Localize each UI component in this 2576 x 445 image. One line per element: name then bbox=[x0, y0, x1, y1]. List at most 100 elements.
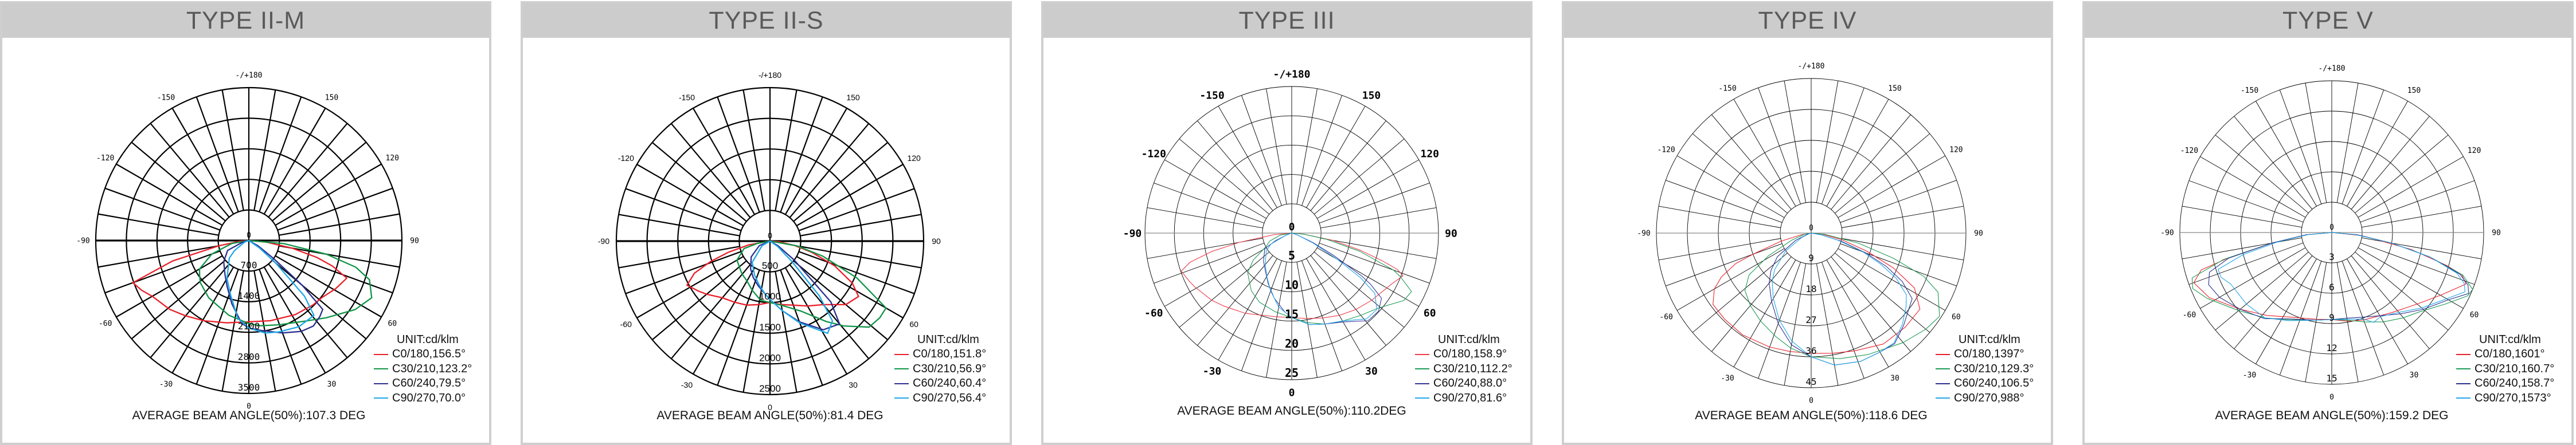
grid-spoke bbox=[1310, 255, 1386, 346]
ring-label: 15 bbox=[2326, 373, 2337, 384]
grid-spoke bbox=[1733, 99, 1796, 207]
grid-spoke bbox=[1314, 139, 1405, 215]
legend-item: C30/210,129.3° bbox=[1936, 362, 2034, 377]
legend-swatch bbox=[894, 397, 909, 399]
grid-spoke bbox=[1154, 183, 1265, 223]
grid-spoke bbox=[1826, 259, 1889, 368]
angle-label: 120 bbox=[386, 154, 399, 163]
legend-label: C0/180,151.8° bbox=[913, 348, 987, 360]
chart-title: TYPE III bbox=[1238, 7, 1335, 34]
grid-spoke bbox=[742, 89, 765, 211]
intensity-curve-2 bbox=[223, 239, 324, 334]
grid-spoke bbox=[2234, 255, 2313, 349]
legend-swatch bbox=[1936, 383, 1950, 384]
unit-label: UNIT:cd/klm bbox=[2479, 333, 2541, 346]
legend-label: C90/270,1573° bbox=[2475, 391, 2551, 404]
grid-spoke bbox=[2182, 237, 2302, 259]
grid-spoke bbox=[784, 108, 847, 215]
angle-label: -60 bbox=[99, 320, 112, 328]
grid-spoke bbox=[1317, 247, 1419, 307]
grid-spoke bbox=[1840, 243, 1957, 286]
grid-spoke bbox=[1666, 180, 1783, 223]
grid-spoke bbox=[780, 96, 823, 213]
angle-label: -150 bbox=[679, 93, 695, 102]
grid-spoke bbox=[131, 141, 226, 222]
grid-spoke bbox=[693, 267, 756, 375]
grid-spoke bbox=[196, 269, 239, 385]
grid-spoke bbox=[670, 123, 751, 218]
angle-label: 30 bbox=[2410, 371, 2419, 380]
grid-spoke bbox=[2358, 247, 2464, 309]
angle-label: -30 bbox=[1203, 365, 1222, 377]
grid-spoke bbox=[253, 89, 276, 211]
legend-label: C90/270,70.0° bbox=[392, 391, 466, 404]
unit-label: UNIT:cd/klm bbox=[917, 333, 979, 346]
legend-item: C0/180,151.8° bbox=[894, 347, 986, 362]
grid-spoke bbox=[1842, 238, 1964, 261]
grid-spoke bbox=[618, 246, 740, 269]
angle-label: 30 bbox=[1365, 365, 1378, 377]
grid-spoke bbox=[2347, 101, 2408, 207]
intensity-curve-3 bbox=[2218, 232, 2465, 323]
legend-swatch bbox=[1415, 353, 1429, 355]
legend: UNIT:cd/klm C0/180,158.9° C30/210,112.2° C6… bbox=[1415, 332, 1512, 405]
angle-label: 120 bbox=[1420, 148, 1439, 160]
legend-label: C0/180,158.9° bbox=[1433, 348, 1507, 360]
polar-chart-panel: TYPE IV 0 9 18 27 36 45 -/+180 150 120 90 60 30 0 -30 -… bbox=[1562, 1, 2053, 445]
ring-label: 15 bbox=[1285, 308, 1299, 321]
grid-spoke bbox=[275, 255, 382, 318]
grid-spoke bbox=[780, 269, 823, 386]
grid-spoke bbox=[97, 213, 219, 236]
legend-label: C60/240,158.7° bbox=[2475, 377, 2555, 389]
grid-spoke bbox=[1301, 95, 1342, 206]
angle-label: 0 bbox=[1289, 387, 1295, 399]
angle-label: 0 bbox=[768, 403, 772, 412]
grid-spoke bbox=[1733, 259, 1796, 368]
grid-spoke bbox=[2362, 237, 2482, 259]
intensity-curve-3 bbox=[1772, 233, 1907, 365]
grid-spoke bbox=[2279, 89, 2322, 204]
angle-label: 150 bbox=[2407, 86, 2421, 95]
chart-title: TYPE V bbox=[2282, 7, 2374, 34]
angle-label: 60 bbox=[1424, 307, 1436, 319]
angle-label: -90 bbox=[2160, 229, 2174, 238]
angle-label: 90 bbox=[1974, 230, 1983, 238]
legend-item: C90/270,988° bbox=[1936, 391, 2034, 406]
title-bar: TYPE V bbox=[2085, 3, 2571, 38]
grid-spoke bbox=[1816, 81, 1839, 203]
average-beam-angle: AVERAGE BEAM ANGLE(50%):81.4 DEG bbox=[656, 409, 884, 422]
grid-spoke bbox=[259, 269, 302, 385]
unit-label: UNIT:cd/klm bbox=[1438, 333, 1500, 346]
polar-chart-panel: TYPE II-S 0 500 1000 1500 2000 2500 -/+180 150 12… bbox=[521, 1, 1012, 445]
legend-swatch bbox=[374, 368, 388, 370]
angle-label: 60 bbox=[909, 320, 918, 329]
grid-spoke bbox=[1840, 180, 1957, 223]
ring-label: 2100 bbox=[238, 321, 260, 332]
title-bar: TYPE II-S bbox=[523, 3, 1010, 38]
legend-item: C60/240,60.4° bbox=[894, 376, 986, 391]
grid-spoke bbox=[263, 266, 326, 373]
legend-item: C60/240,79.5° bbox=[374, 376, 472, 391]
ring-label: 12 bbox=[2326, 342, 2337, 353]
angle-label: -30 bbox=[2243, 371, 2256, 380]
grid-spoke bbox=[1835, 133, 1930, 214]
grid-spoke bbox=[104, 250, 221, 294]
angle-label: 30 bbox=[849, 380, 858, 389]
grid-spoke bbox=[1816, 263, 1839, 385]
grid-spoke bbox=[717, 269, 760, 386]
angle-label: 0 bbox=[1809, 397, 1813, 405]
angle-label: -60 bbox=[620, 320, 632, 329]
ring-label: 27 bbox=[1805, 314, 1816, 325]
grid-spoke bbox=[2182, 206, 2302, 228]
angle-label: -150 bbox=[1199, 90, 1224, 102]
ring-label: 3500 bbox=[238, 382, 260, 393]
grid-spoke bbox=[116, 163, 223, 226]
angle-label: -90 bbox=[598, 237, 609, 246]
grid-spoke bbox=[1197, 255, 1273, 346]
legend-item: C30/210,112.2° bbox=[1415, 362, 1512, 377]
grid-spoke bbox=[1842, 206, 1964, 229]
grid-spoke bbox=[742, 271, 765, 393]
angle-label: 90 bbox=[1445, 227, 1457, 239]
grid-spoke bbox=[789, 123, 870, 218]
legend-label: C60/240,88.0° bbox=[1433, 377, 1507, 389]
